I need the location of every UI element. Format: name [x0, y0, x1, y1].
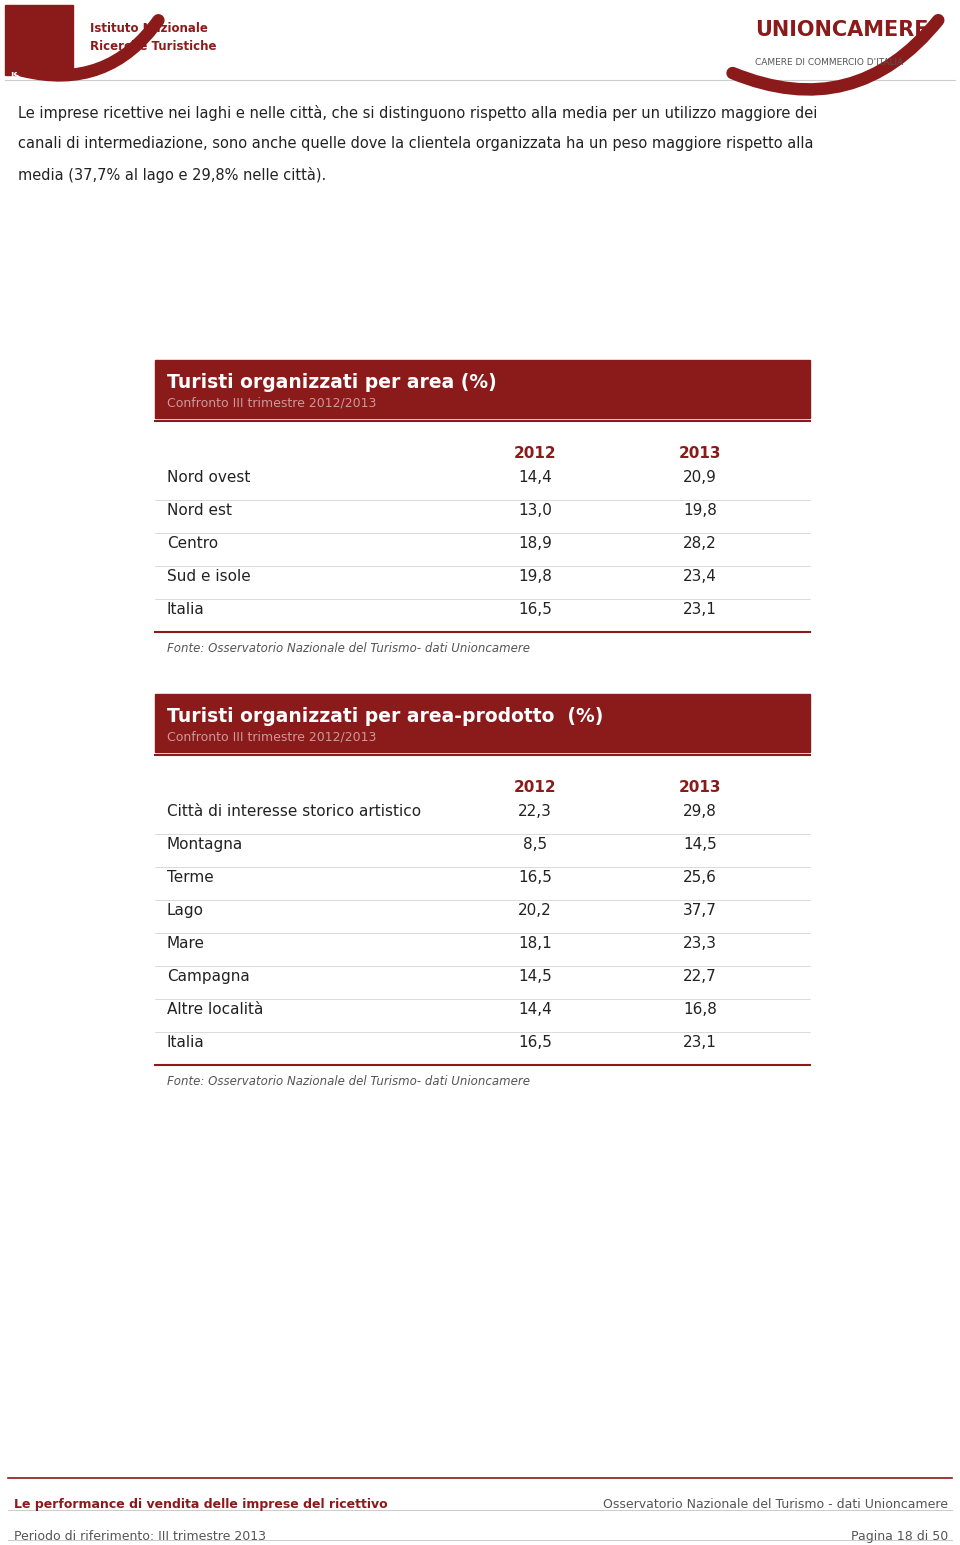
Text: Mare: Mare — [167, 936, 205, 952]
Text: Nord ovest: Nord ovest — [167, 470, 251, 485]
Text: Le imprese ricettive nei laghi e nelle città, che si distinguono rispetto alla m: Le imprese ricettive nei laghi e nelle c… — [18, 105, 817, 121]
Text: Terme: Terme — [167, 870, 214, 885]
Text: 13,0: 13,0 — [518, 504, 552, 518]
Text: Turisti organizzati per area-prodotto  (%): Turisti organizzati per area-prodotto (%… — [167, 708, 604, 726]
Text: Periodo di riferimento: III trimestre 2013: Periodo di riferimento: III trimestre 20… — [14, 1530, 266, 1543]
Text: Nord est: Nord est — [167, 504, 232, 518]
Text: 20,2: 20,2 — [518, 902, 552, 918]
Text: Italia: Italia — [167, 1035, 204, 1051]
Text: 22,7: 22,7 — [684, 969, 717, 984]
Text: media (37,7% al lago e 29,8% nelle città).: media (37,7% al lago e 29,8% nelle città… — [18, 167, 326, 182]
Text: Confronto III trimestre 2012/2013: Confronto III trimestre 2012/2013 — [167, 729, 376, 743]
Text: CAMERE DI COMMERCIO D'ITALIA: CAMERE DI COMMERCIO D'ITALIA — [755, 59, 903, 66]
Text: 29,8: 29,8 — [684, 803, 717, 819]
Text: 19,8: 19,8 — [518, 569, 552, 584]
Text: 2013: 2013 — [679, 780, 721, 796]
Text: Fonte: Osservatorio Nazionale del Turismo- dati Unioncamere: Fonte: Osservatorio Nazionale del Turism… — [167, 1075, 530, 1088]
Text: 19,8: 19,8 — [684, 504, 717, 518]
Text: Ricerche Turistiche: Ricerche Turistiche — [90, 40, 217, 53]
Text: Sud e isole: Sud e isole — [167, 569, 251, 584]
Bar — [5, 5, 73, 76]
Text: canali di intermediazione, sono anche quelle dove la clientela organizzata ha un: canali di intermediazione, sono anche qu… — [18, 136, 813, 151]
Text: Osservatorio Nazionale del Turismo - dati Unioncamere: Osservatorio Nazionale del Turismo - dat… — [603, 1499, 948, 1511]
Text: 25,6: 25,6 — [684, 870, 717, 885]
Text: 23,1: 23,1 — [684, 1035, 717, 1051]
Text: 20,9: 20,9 — [684, 470, 717, 485]
Text: Pagina 18 di 50: Pagina 18 di 50 — [851, 1530, 948, 1543]
Bar — [155, 360, 810, 419]
Text: 23,4: 23,4 — [684, 569, 717, 584]
Text: 14,4: 14,4 — [518, 1003, 552, 1017]
Text: 14,4: 14,4 — [518, 470, 552, 485]
Text: 16,8: 16,8 — [684, 1003, 717, 1017]
Text: 23,1: 23,1 — [684, 603, 717, 616]
Text: 16,5: 16,5 — [518, 603, 552, 616]
Text: Centro: Centro — [167, 536, 218, 552]
Text: 16,5: 16,5 — [518, 1035, 552, 1051]
Text: 2012: 2012 — [514, 780, 556, 796]
FancyArrowPatch shape — [23, 20, 158, 76]
Text: 28,2: 28,2 — [684, 536, 717, 552]
Text: Montagna: Montagna — [167, 837, 243, 851]
Text: 16,5: 16,5 — [518, 870, 552, 885]
Text: Città di interesse storico artistico: Città di interesse storico artistico — [167, 803, 421, 819]
Text: Altre località: Altre località — [167, 1003, 263, 1017]
Text: 2012: 2012 — [514, 447, 556, 460]
Text: Fonte: Osservatorio Nazionale del Turismo- dati Unioncamere: Fonte: Osservatorio Nazionale del Turism… — [167, 643, 530, 655]
Text: 37,7: 37,7 — [684, 902, 717, 918]
Text: 2013: 2013 — [679, 447, 721, 460]
Text: Confronto III trimestre 2012/2013: Confronto III trimestre 2012/2013 — [167, 396, 376, 409]
Text: Campagna: Campagna — [167, 969, 250, 984]
Text: 18,9: 18,9 — [518, 536, 552, 552]
Text: 8,5: 8,5 — [523, 837, 547, 851]
Text: ISNART: ISNART — [10, 73, 47, 80]
Text: 14,5: 14,5 — [684, 837, 717, 851]
Text: 18,1: 18,1 — [518, 936, 552, 952]
Text: 23,3: 23,3 — [683, 936, 717, 952]
Text: Italia: Italia — [167, 603, 204, 616]
Text: Istituto Nazionale: Istituto Nazionale — [90, 22, 208, 36]
Text: Le performance di vendita delle imprese del ricettivo: Le performance di vendita delle imprese … — [14, 1499, 388, 1511]
FancyArrowPatch shape — [732, 20, 938, 90]
Bar — [155, 694, 810, 752]
Text: Turisti organizzati per area (%): Turisti organizzati per area (%) — [167, 372, 496, 392]
Text: Lago: Lago — [167, 902, 204, 918]
Text: UNIONCAMERE: UNIONCAMERE — [755, 20, 928, 40]
Text: 22,3: 22,3 — [518, 803, 552, 819]
Text: 14,5: 14,5 — [518, 969, 552, 984]
